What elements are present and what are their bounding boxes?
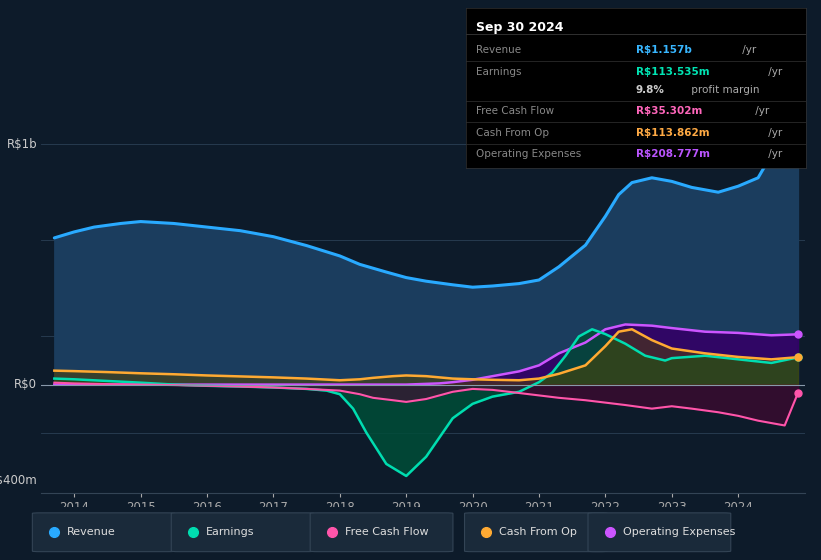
Text: -R$400m: -R$400m [0, 474, 37, 487]
Text: profit margin: profit margin [688, 85, 759, 95]
Text: /yr: /yr [752, 105, 769, 115]
FancyBboxPatch shape [310, 513, 453, 552]
FancyBboxPatch shape [588, 513, 731, 552]
Text: Cash From Op: Cash From Op [499, 527, 577, 537]
Text: Free Cash Flow: Free Cash Flow [345, 527, 429, 537]
Text: Earnings: Earnings [475, 67, 521, 77]
Text: 9.8%: 9.8% [635, 85, 665, 95]
Text: Cash From Op: Cash From Op [475, 128, 548, 138]
Text: Free Cash Flow: Free Cash Flow [475, 105, 554, 115]
Text: R$35.302m: R$35.302m [635, 105, 702, 115]
Text: R$208.777m: R$208.777m [635, 148, 710, 158]
FancyBboxPatch shape [465, 513, 608, 552]
Text: /yr: /yr [765, 148, 782, 158]
Text: /yr: /yr [740, 45, 757, 55]
Text: R$1.157b: R$1.157b [635, 45, 692, 55]
Text: Earnings: Earnings [206, 527, 255, 537]
Text: Operating Expenses: Operating Expenses [475, 148, 581, 158]
Text: R$113.535m: R$113.535m [635, 67, 709, 77]
Text: /yr: /yr [765, 67, 782, 77]
FancyBboxPatch shape [32, 513, 175, 552]
FancyBboxPatch shape [172, 513, 314, 552]
Text: /yr: /yr [765, 128, 782, 138]
Text: R$113.862m: R$113.862m [635, 128, 709, 138]
Text: Operating Expenses: Operating Expenses [623, 527, 735, 537]
Text: Revenue: Revenue [475, 45, 521, 55]
Text: R$0: R$0 [14, 378, 37, 391]
Text: Revenue: Revenue [67, 527, 116, 537]
Text: Sep 30 2024: Sep 30 2024 [475, 21, 563, 34]
Text: R$1b: R$1b [7, 138, 37, 151]
